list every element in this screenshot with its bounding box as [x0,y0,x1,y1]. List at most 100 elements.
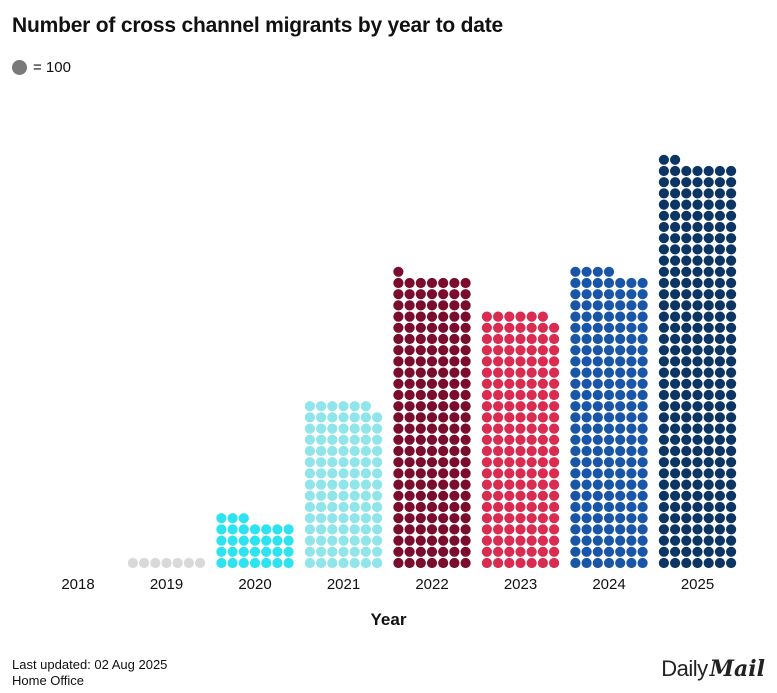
dot-2022 [404,501,415,513]
dot-2021 [349,479,360,490]
dot-2023 [526,423,537,434]
dot-chart: 2018 2019 2020 2021 2022 2023 2024 2025 [61,154,737,593]
dot-2022 [404,345,415,356]
dot-2022 [438,535,449,546]
dot-2025 [681,524,692,535]
dot-2022 [393,513,404,524]
dot-2022 [460,479,471,490]
dot-2023 [504,434,515,445]
dot-2025 [714,322,726,333]
dot-2021 [316,401,327,412]
dot-2022 [438,289,449,300]
dot-2025 [692,401,703,412]
dot-2024 [570,311,581,322]
dot-2021 [327,490,338,501]
dot-2025 [714,445,726,457]
dot-2022 [415,501,426,513]
dot-2021 [316,434,327,445]
dot-2025 [692,356,703,367]
dot-2025 [670,468,681,479]
dot-2025 [670,345,681,356]
dot-2023 [526,322,537,333]
dot-2022 [393,490,404,501]
dot-2023 [549,479,560,490]
dot-2022 [426,479,438,490]
dot-2023 [549,423,560,434]
dot-2021 [316,501,327,513]
dot-2025 [692,501,703,513]
dot-2024 [603,277,615,289]
dot-2021 [304,546,315,557]
dot-2025 [726,479,737,490]
dot-2021 [372,412,383,423]
dot-2025 [681,311,692,322]
dot-2021 [316,412,327,423]
dot-2023 [481,468,492,479]
dot-2025 [692,233,703,244]
dot-2022 [393,468,404,479]
dot-2025 [658,300,670,311]
dot-2022 [449,457,460,468]
dot-2025 [670,289,681,300]
dot-2021 [349,501,360,513]
dot-2023 [481,501,492,513]
dot-2025 [670,188,681,199]
dot-2022 [460,311,471,322]
dot-2025 [658,233,670,244]
dot-2024 [570,490,581,501]
dot-2024 [570,468,581,479]
dot-2022 [393,501,404,513]
dot-2025 [670,546,681,557]
dot-2025 [670,244,681,255]
dot-2024 [615,333,626,345]
dot-2023 [537,535,549,546]
dot-2025 [692,479,703,490]
dot-2023 [549,401,560,412]
dot-2022 [426,412,438,423]
dot-2024 [581,300,592,311]
dot-2024 [592,479,603,490]
dot-2025 [692,177,703,188]
dot-2025 [681,177,692,188]
dot-2025 [692,244,703,255]
dot-2022 [404,311,415,322]
dot-2024 [637,378,648,389]
dot-2023 [493,345,504,356]
dot-2024 [626,378,637,389]
dot-2023 [504,356,515,367]
dot-2023 [493,322,504,333]
dot-2021 [349,457,360,468]
dot-2023 [504,322,515,333]
dot-2025 [726,210,737,221]
dot-2022 [415,445,426,457]
dot-2023 [526,378,537,389]
dot-2024 [570,434,581,445]
dot-2022 [415,513,426,524]
dot-2024 [637,479,648,490]
dot-2025 [692,423,703,434]
dot-2025 [726,412,737,423]
dot-2025 [703,389,714,401]
dot-2022 [415,356,426,367]
dot-2022 [449,557,460,569]
dot-2025 [726,356,737,367]
dot-2022 [426,311,438,322]
dot-2025 [658,546,670,557]
dot-2023 [504,423,515,434]
dot-2021 [360,401,371,412]
dot-2025 [681,356,692,367]
dot-2022 [460,434,471,445]
dot-2022 [449,277,460,289]
dot-2022 [449,490,460,501]
dot-2021 [338,468,349,479]
dot-2024 [626,367,637,378]
dot-2022 [393,277,404,289]
dot-2023 [549,322,560,333]
dot-2024 [570,412,581,423]
dot-2023 [549,457,560,468]
dot-2024 [603,401,615,412]
dot-2022 [404,546,415,557]
dot-2025 [726,401,737,412]
dot-2024 [603,300,615,311]
dot-2022 [460,277,471,289]
